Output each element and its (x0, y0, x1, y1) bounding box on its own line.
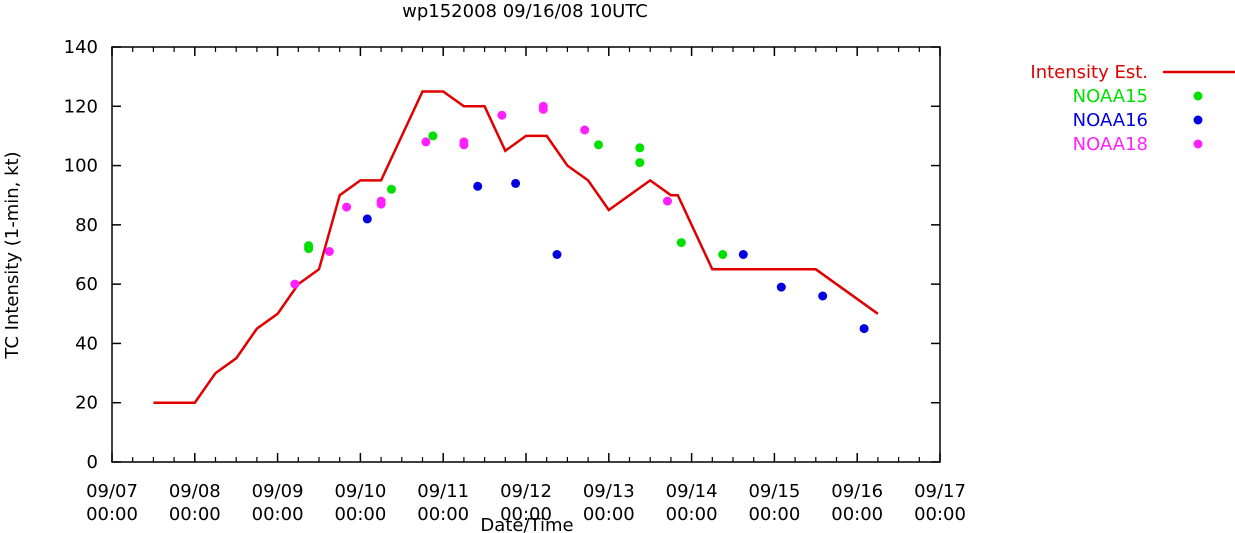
data-point-noaa15 (635, 158, 645, 168)
x-tick-label-time: 00:00 (86, 504, 138, 525)
y-tick-label: 120 (64, 96, 98, 117)
data-point-noaa16 (552, 250, 562, 259)
data-point-noaa18 (580, 125, 590, 135)
data-point-noaa18 (324, 247, 334, 256)
x-tick-label-time: 00:00 (334, 504, 386, 525)
data-point-noaa18 (376, 199, 386, 209)
series-line-intensity-est (153, 90, 879, 404)
y-tick-label: 80 (75, 215, 98, 236)
y-axis-label: TC Intensity (1-min, kt) (2, 151, 23, 359)
y-tick-label: 140 (64, 37, 98, 58)
data-point-noaa16 (473, 181, 483, 191)
x-tick-label-time: 00:00 (666, 504, 718, 525)
x-tick-label-date: 09/12 (500, 481, 552, 502)
data-point-noaa16 (776, 282, 786, 292)
legend-label-noaa16: NOAA16 (1073, 110, 1148, 131)
data-point-noaa15 (387, 184, 396, 194)
data-point-noaa18 (497, 110, 507, 120)
data-point-noaa15 (594, 140, 603, 150)
x-tick-label-time: 00:00 (748, 504, 800, 525)
x-tick-label-date: 09/11 (417, 481, 469, 502)
chart-title: wp152008 09/16/08 10UTC (402, 1, 648, 22)
data-point-noaa16 (511, 178, 521, 188)
x-tick-label-time: 00:00 (831, 504, 883, 525)
data-point-noaa18 (421, 137, 431, 147)
x-tick-label-time: 00:00 (417, 504, 469, 525)
y-tick-label: 20 (75, 393, 98, 414)
x-tick-label-date: 09/09 (252, 481, 304, 502)
x-tick-label-date: 09/08 (169, 481, 221, 502)
x-tick-label-time: 00:00 (252, 504, 304, 525)
x-tick-label-date: 09/14 (666, 481, 718, 502)
x-tick-label-time: 00:00 (914, 504, 966, 525)
x-tick-label-date: 09/13 (583, 481, 635, 502)
y-tick-label: 60 (75, 274, 98, 295)
data-point-noaa15 (304, 244, 314, 254)
data-point-noaa16 (362, 214, 372, 224)
plot-area (111, 46, 941, 463)
x-tick-label-time: 00:00 (500, 504, 552, 525)
data-point-noaa18 (459, 140, 469, 150)
plot-frame (111, 46, 941, 463)
y-tick-label: 40 (75, 333, 98, 354)
legend-label-intensity-est: Intensity Est. (1030, 62, 1148, 83)
data-point-noaa16 (859, 324, 869, 334)
data-point-noaa18 (663, 196, 672, 206)
x-axis-label: Date/Time (480, 515, 573, 533)
data-point-noaa15 (676, 238, 686, 248)
legend-swatch-noaa16 (1193, 115, 1203, 125)
x-tick-label-time: 00:00 (169, 504, 221, 525)
data-point-noaa15 (635, 143, 645, 153)
data-point-noaa18 (342, 202, 352, 212)
data-point-noaa18 (290, 279, 300, 289)
data-point-noaa16 (738, 250, 748, 259)
x-tick-label-date: 09/17 (914, 481, 966, 502)
x-tick-label-date: 09/07 (86, 481, 138, 502)
data-point-noaa18 (538, 104, 548, 114)
x-tick-label-date: 09/16 (831, 481, 883, 502)
data-point-noaa15 (718, 250, 728, 259)
x-tick-label-time: 00:00 (583, 504, 635, 525)
y-tick-label: 0 (87, 452, 98, 473)
x-tick-label-date: 09/10 (334, 481, 386, 502)
data-point-noaa16 (818, 291, 828, 301)
data-point-noaa15 (428, 131, 438, 141)
legend-label-noaa18: NOAA18 (1073, 134, 1148, 155)
y-tick-label: 100 (64, 156, 98, 177)
legend-swatch-noaa18 (1193, 139, 1203, 149)
legend-swatch-noaa15 (1193, 91, 1203, 101)
legend-label-noaa15: NOAA15 (1073, 86, 1148, 107)
x-tick-label-date: 09/15 (748, 481, 800, 502)
